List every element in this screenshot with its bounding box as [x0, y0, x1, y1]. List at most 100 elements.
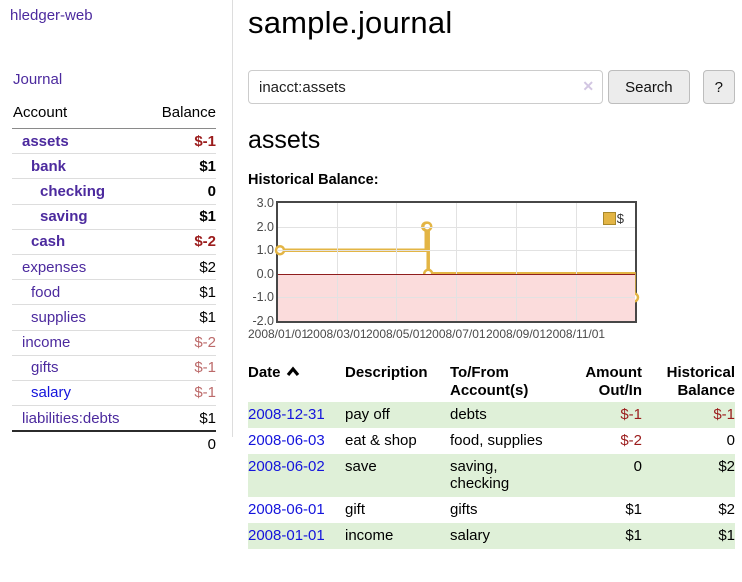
sidebar-account-link[interactable]: liabilities:debts	[22, 409, 120, 427]
account-name-cell: checking	[12, 178, 147, 205]
x-tick-label: 2008/03/01	[306, 327, 367, 341]
account-row: food $1	[12, 279, 216, 305]
accounts-header-row: Account Balance	[12, 101, 216, 129]
chart-title: Historical Balance:	[248, 172, 379, 188]
date-cell: 2008-01-01	[248, 523, 345, 549]
brand-link[interactable]: hledger-web	[10, 7, 93, 24]
sidebar-account-link[interactable]: gifts	[31, 359, 59, 377]
account-name-cell: assets	[12, 129, 147, 154]
sidebar-account-link[interactable]: cash	[31, 233, 66, 251]
date-link[interactable]: 2008-06-02	[248, 458, 325, 475]
accounts-cell: salary	[450, 523, 578, 549]
x-tick-label: 2008/09/01	[485, 327, 547, 341]
account-balance: $-1	[194, 132, 216, 150]
account-balance: $-2	[146, 228, 216, 255]
account-name-cell: liabilities:debts	[12, 405, 147, 432]
account-row: income $-2	[12, 329, 216, 356]
legend-label: $	[616, 211, 624, 226]
search-input[interactable]	[248, 70, 604, 104]
balance-cell: $2	[718, 458, 735, 475]
accounts-header-balance: Balance	[146, 101, 216, 129]
register-header-balance: Historical Balance	[666, 364, 735, 399]
sidebar-account-link[interactable]: income	[22, 334, 71, 352]
account-row: saving $1	[12, 203, 216, 230]
accounts-cell: food, supplies	[450, 428, 578, 454]
v-gridline	[575, 203, 577, 321]
legend-swatch-icon	[602, 212, 616, 225]
table-row: 2008-01-01 income salary $1 $1	[248, 523, 735, 549]
account-row: checking 0	[12, 178, 216, 205]
date-link[interactable]: 2008-01-01	[248, 527, 325, 544]
account-line: food, supplies	[450, 432, 543, 449]
amount-cell: $-2	[620, 432, 642, 449]
accounts-cell: debts	[450, 402, 578, 428]
y-tick-label: -1.0	[252, 290, 274, 305]
account-name-cell: income	[12, 329, 147, 356]
description-cell: eat & shop	[345, 432, 417, 449]
y-tick-label: -2.0	[252, 314, 274, 328]
accounts-header-account: Account	[12, 101, 147, 129]
sidebar-account-link[interactable]: bank	[31, 157, 67, 175]
balance-cell: $1	[718, 527, 735, 544]
accounts-cell: gifts	[450, 497, 578, 523]
balance-cell: $-1	[713, 406, 735, 423]
help-button[interactable]: ?	[702, 70, 735, 104]
date-link[interactable]: 2008-06-01	[248, 501, 325, 518]
amount-cell: $1	[625, 527, 642, 544]
description-cell: income	[345, 527, 394, 544]
chart-plot-area: $	[274, 201, 640, 323]
v-gridline	[336, 203, 338, 321]
sidebar-account-link[interactable]: assets	[22, 132, 69, 150]
account-name-cell: cash	[12, 228, 147, 255]
account-row: expenses $2	[12, 253, 216, 280]
search-button[interactable]: Search	[608, 70, 690, 104]
account-row: bank $1	[12, 153, 216, 179]
date-link[interactable]: 2008-06-03	[248, 432, 325, 449]
y-tick-label: 3.0	[256, 196, 274, 210]
account-balance: $1	[146, 304, 216, 330]
register-header-date[interactable]: Date	[248, 362, 345, 402]
account-row: liabilities:debts $1	[12, 405, 216, 432]
register-header-date-label: Date	[248, 364, 281, 381]
date-link[interactable]: 2008-12-31	[248, 406, 325, 423]
table-row: 2008-06-01 gift gifts $1 $2	[248, 497, 735, 523]
description-cell: gift	[345, 501, 366, 518]
account-balance: $1	[146, 279, 216, 305]
y-tick-label: 2.0	[256, 219, 274, 234]
sidebar-account-link[interactable]: supplies	[31, 308, 87, 326]
account-name-cell: food	[12, 279, 147, 305]
account-row: gifts $-1	[12, 354, 216, 381]
description-cell: save	[345, 458, 377, 475]
balance-cell: $2	[718, 501, 735, 518]
clear-search-icon[interactable]: ✕	[582, 78, 595, 94]
date-cell: 2008-06-01	[248, 497, 345, 523]
sidebar-item-journal[interactable]: Journal	[13, 71, 63, 88]
sidebar-account-link[interactable]: salary	[31, 384, 72, 402]
account-row: supplies $1	[12, 304, 216, 330]
date-cell: 2008-06-03	[248, 428, 345, 454]
account-balance: $2	[146, 253, 216, 280]
account-balance: $-1	[146, 354, 216, 381]
account-row: salary $-1	[12, 379, 216, 406]
date-cell: 2008-12-31	[248, 402, 345, 428]
sidebar: hledger-web Journal Account Balance asse…	[0, 0, 233, 457]
description-cell: pay off	[345, 406, 390, 423]
accounts-table-body: assets $-1 bank $1 checking 0 saving $1 cash $-2 e…	[12, 129, 216, 432]
date-cell: 2008-06-02	[248, 454, 345, 497]
table-row: 2008-06-03 eat & shop food, supplies $-2 0	[248, 428, 735, 454]
x-tick-label: 2008/05/01	[365, 327, 427, 341]
account-name-cell: saving	[12, 203, 147, 230]
sidebar-account-link[interactable]: food	[31, 283, 61, 301]
account-heading: assets	[248, 126, 321, 154]
account-row: assets $-1	[12, 129, 216, 154]
sidebar-account-link[interactable]: checking	[40, 182, 106, 200]
account-name-cell: salary	[12, 379, 147, 406]
sidebar-account-link[interactable]: expenses	[22, 258, 87, 276]
accounts-cell: saving, checking	[450, 454, 578, 497]
account-line: saving,	[450, 458, 498, 475]
account-name-cell: bank	[12, 153, 147, 179]
amount-cell: $1	[625, 501, 642, 518]
sidebar-account-link[interactable]: saving	[40, 208, 88, 226]
zero-line	[278, 273, 635, 275]
x-tick-label: 2008/01/01	[247, 327, 309, 341]
